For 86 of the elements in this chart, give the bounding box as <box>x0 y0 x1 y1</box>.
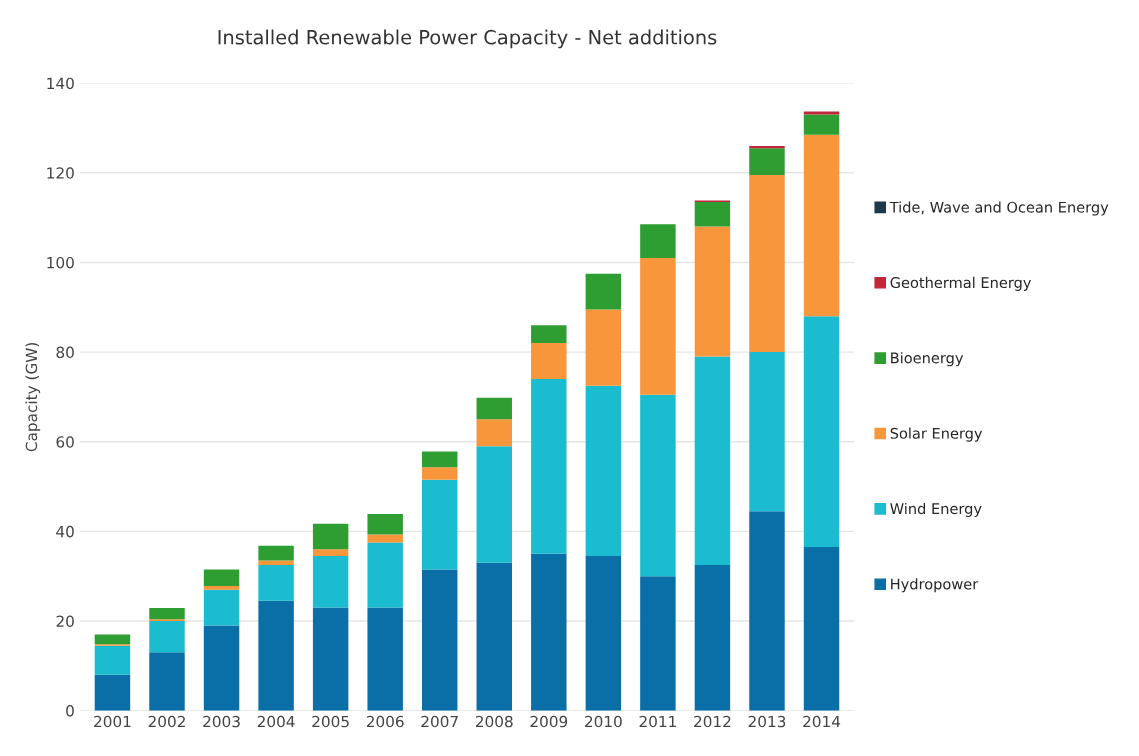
bar <box>149 608 185 620</box>
bar <box>312 556 349 608</box>
bar <box>803 547 840 711</box>
y-tick-label: 20 <box>56 615 74 628</box>
bar <box>367 607 403 711</box>
chart-title: Installed Renewable Power Capacity - Net additions <box>218 29 717 49</box>
bar <box>149 621 185 653</box>
bar <box>803 114 840 135</box>
bar <box>749 145 785 149</box>
bar <box>312 549 349 557</box>
x-tick-label: 2006 <box>366 715 404 728</box>
bar <box>476 397 512 420</box>
bar <box>585 273 622 310</box>
bar <box>531 378 567 554</box>
x-tick-label: 2013 <box>748 715 786 728</box>
bar <box>803 134 840 317</box>
x-tick-label: 2002 <box>148 715 185 728</box>
bar <box>367 513 403 535</box>
bar <box>640 394 676 577</box>
bar <box>694 226 731 357</box>
legend-label: Geothermal Energy <box>890 276 1032 291</box>
bar <box>312 523 349 550</box>
y-tick-label: 100 <box>47 256 74 269</box>
y-axis-title: Capacity (GW) <box>25 342 41 452</box>
bar <box>694 564 731 711</box>
x-tick-label: 2011 <box>639 715 676 728</box>
bar <box>312 607 349 711</box>
bar <box>203 586 240 590</box>
x-tick-label: 2005 <box>312 715 349 728</box>
y-tick-label: 0 <box>66 705 74 717</box>
bar <box>258 545 294 561</box>
bar <box>421 451 458 468</box>
bar <box>585 556 622 711</box>
bar <box>421 479 458 570</box>
bar <box>203 625 240 711</box>
x-tick-label: 2001 <box>94 715 131 728</box>
bar <box>421 569 458 711</box>
legend-label: Wind Energy <box>890 502 982 517</box>
bar <box>585 385 622 557</box>
bar <box>149 652 185 711</box>
bar <box>694 201 731 227</box>
x-tick-label: 2012 <box>694 715 731 728</box>
bar <box>94 634 131 645</box>
bar <box>476 562 512 711</box>
y-tick-label: 140 <box>47 77 74 90</box>
legend-label: Solar Energy <box>890 427 983 442</box>
x-tick-label: 2009 <box>530 715 568 728</box>
x-tick-label: 2010 <box>585 715 622 728</box>
bar <box>258 600 294 711</box>
bar <box>531 553 567 711</box>
bar <box>640 257 676 395</box>
bar <box>531 325 567 344</box>
bar <box>258 560 294 565</box>
bar <box>749 352 785 512</box>
bar <box>421 467 458 480</box>
bar <box>749 511 785 711</box>
bar <box>803 316 840 548</box>
bar <box>640 576 676 711</box>
x-tick-label: 2007 <box>421 715 458 728</box>
legend-label: Hydropower <box>891 578 979 593</box>
y-tick-label: 60 <box>56 436 74 448</box>
bar <box>803 111 840 115</box>
bar <box>476 419 512 447</box>
bar <box>694 356 731 565</box>
legend-label: Bioenergy <box>891 352 964 367</box>
bar <box>367 542 403 608</box>
x-tick-label: 2003 <box>203 715 240 728</box>
legend-label: Tide, Wave and Ocean Energy <box>889 201 1109 216</box>
x-tick-label: 2008 <box>475 715 513 728</box>
bar <box>749 148 785 176</box>
y-tick-label: 120 <box>47 167 74 179</box>
bar <box>94 645 131 675</box>
bar <box>203 569 240 587</box>
bar <box>94 674 131 711</box>
bar <box>367 534 403 543</box>
bar <box>531 343 567 379</box>
y-tick-label: 40 <box>56 525 74 538</box>
bar <box>258 564 294 601</box>
bar <box>585 309 622 386</box>
y-tick-label: 80 <box>56 346 74 359</box>
bar <box>640 224 676 258</box>
bar <box>203 589 240 626</box>
x-tick-label: 2014 <box>803 715 841 728</box>
bar <box>749 175 785 353</box>
x-tick-label: 2004 <box>257 715 295 728</box>
bar <box>476 446 512 563</box>
